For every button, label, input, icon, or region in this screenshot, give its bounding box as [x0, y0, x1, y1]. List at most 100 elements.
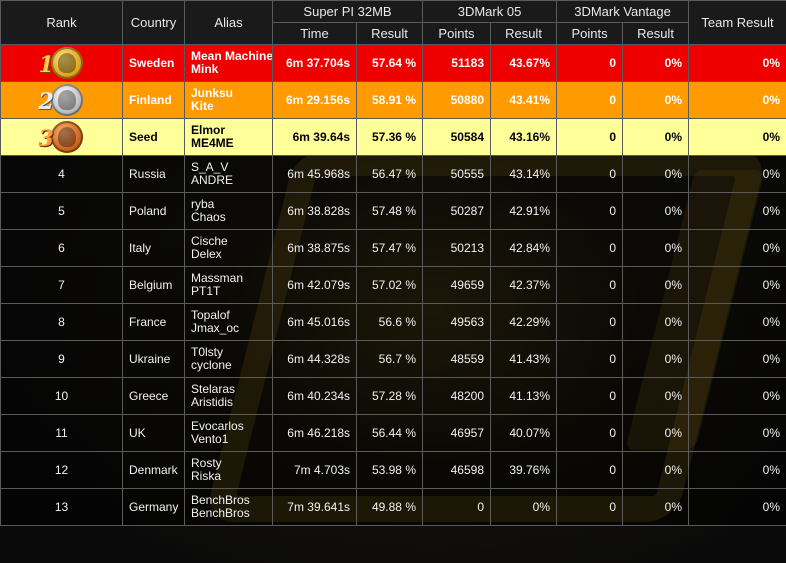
rank-cell: 4 [0, 155, 123, 193]
alias-name-2: cyclone [191, 358, 232, 372]
alias-name-1: Mean Machine [191, 49, 273, 63]
superpi-result-cell: 57.02 % [356, 266, 423, 304]
3dmark05-points-cell: 48200 [422, 377, 491, 415]
alias-cell: S_A_V ANDRE [184, 155, 273, 193]
table-row: 5 Poland ryba Chaos 6m 38.828s 57.48 % 502… [0, 192, 786, 230]
alias-name-1: Stelaras [191, 382, 236, 396]
vantage-points-cell: 0 [556, 488, 624, 526]
alias-name-2: Riska [191, 469, 222, 483]
superpi-result-cell: 56.7 % [356, 340, 423, 378]
alias-cell: Elmor ME4ME [184, 118, 273, 156]
3dmark05-result-cell: 0% [489, 488, 558, 526]
team-result-cell: 0% [688, 44, 786, 82]
vantage-points-cell: 0 [556, 192, 624, 230]
alias-name-2: BenchBros [191, 506, 250, 520]
country-cell: Ukraine [122, 340, 185, 378]
superpi-time-cell: 6m 37.704s [272, 44, 357, 82]
alias-name-2: Mink [191, 62, 219, 76]
vantage-points-cell: 0 [556, 414, 624, 452]
vantage-points-cell: 0 [556, 229, 624, 267]
3dmark05-result-cell: 43.67% [489, 44, 558, 82]
alias-name-2: ANDRE [191, 173, 234, 187]
table-row: 7 Belgium Massman PT1T 6m 42.079s 57.02 % … [0, 266, 786, 304]
header-vantage-result: Result [622, 22, 690, 45]
rank-cell: 11 [0, 414, 123, 452]
alias-name-2: Delex [191, 247, 222, 261]
superpi-time-cell: 6m 38.875s [272, 229, 357, 267]
header-row-sub: Time Result Points Result Points Result [1, 22, 786, 45]
results-table: Rank Country Alias Super PI 32MB 3DMark … [0, 0, 786, 526]
3dmark05-result-cell: 43.14% [489, 155, 558, 193]
alias-cell: Topalof Jmax_oc [184, 303, 273, 341]
alias-name-2: Vento1 [191, 432, 229, 446]
team-result-cell: 0% [688, 488, 786, 526]
country-cell: Seed [122, 118, 185, 156]
alias-cell: Massman PT1T [184, 266, 273, 304]
alias-cell: Mean Machine Mink [184, 44, 273, 82]
header-3dmark05: 3DMark 05 [421, 0, 558, 23]
header-superpi-time: Time [272, 22, 357, 45]
3dmark05-points-cell: 50213 [422, 229, 491, 267]
superpi-result-cell: 56.6 % [356, 303, 423, 341]
superpi-result-cell: 58.91 % [356, 81, 423, 119]
alias-cell: Rosty Riska [184, 451, 273, 489]
3dmark05-points-cell: 49563 [422, 303, 491, 341]
superpi-time-cell: 6m 38.828s [272, 192, 357, 230]
vantage-points-cell: 0 [556, 118, 624, 156]
vantage-result-cell: 0% [622, 414, 690, 452]
3dmark05-result-cell: 39.76% [489, 451, 558, 489]
country-cell: Finland [122, 81, 185, 119]
vantage-result-cell: 0% [622, 192, 690, 230]
alias-name-2: Aristidis [191, 395, 234, 409]
vantage-points-cell: 0 [556, 340, 624, 378]
alias-name-1: Massman [191, 271, 244, 285]
alias-cell: Cische Delex [184, 229, 273, 267]
vantage-result-cell: 0% [622, 340, 690, 378]
table-row: 10 Greece Stelaras Aristidis 6m 40.234s 57… [0, 377, 786, 415]
team-result-cell: 0% [688, 377, 786, 415]
team-result-cell: 0% [688, 192, 786, 230]
3dmark05-result-cell: 42.91% [489, 192, 558, 230]
rank-cell: 6 [0, 229, 123, 267]
superpi-result-cell: 56.47 % [356, 155, 423, 193]
vantage-result-cell: 0% [622, 377, 690, 415]
3dmark05-result-cell: 41.13% [489, 377, 558, 415]
table-row: 12 Denmark Rosty Riska 7m 4.703s 53.98 % 4… [0, 451, 786, 489]
alias-name-1: Topalof [191, 308, 230, 322]
alias-name-1: ryba [191, 197, 215, 211]
rank-cell: 2 [0, 81, 123, 119]
alias-name-1: T0lsty [191, 345, 224, 359]
team-result-cell: 0% [688, 155, 786, 193]
team-result-cell: 0% [688, 81, 786, 119]
vantage-result-cell: 0% [622, 451, 690, 489]
alias-name-1: Elmor [191, 123, 226, 137]
vantage-result-cell: 0% [622, 81, 690, 119]
vantage-points-cell: 0 [556, 266, 624, 304]
table-row: 4 Russia S_A_V ANDRE 6m 45.968s 56.47 % 50… [0, 155, 786, 193]
table-row: 9 Ukraine T0lsty cyclone 6m 44.328s 56.7 %… [0, 340, 786, 378]
country-cell: France [122, 303, 185, 341]
3dmark05-points-cell: 48559 [422, 340, 491, 378]
team-result-cell: 0% [688, 303, 786, 341]
silver-medal-icon: 2 [39, 83, 85, 117]
table-row: 1 Sweden Mean Machine Mink 6m 37.704s 57.… [0, 44, 786, 82]
superpi-result-cell: 56.44 % [356, 414, 423, 452]
rank-cell: 13 [0, 488, 123, 526]
header-team-result: Team Result [688, 0, 786, 45]
superpi-time-cell: 6m 42.079s [272, 266, 357, 304]
alias-name-2: Chaos [191, 210, 226, 224]
header-3dmark05-points: Points [422, 22, 491, 45]
header-3dmark05-result: Result [489, 22, 558, 45]
team-result-cell: 0% [688, 229, 786, 267]
alias-cell: Evocarlos Vento1 [184, 414, 273, 452]
superpi-result-cell: 57.36 % [356, 118, 423, 156]
header-vantage-points: Points [556, 22, 624, 45]
medal-rank-number: 3 [38, 126, 54, 152]
superpi-time-cell: 6m 46.218s [272, 414, 357, 452]
3dmark05-points-cell: 51183 [422, 44, 491, 82]
vantage-result-cell: 0% [622, 488, 690, 526]
rank-cell: 5 [0, 192, 123, 230]
superpi-time-cell: 6m 44.328s [272, 340, 357, 378]
vantage-points-cell: 0 [556, 377, 624, 415]
rank-cell: 8 [0, 303, 123, 341]
